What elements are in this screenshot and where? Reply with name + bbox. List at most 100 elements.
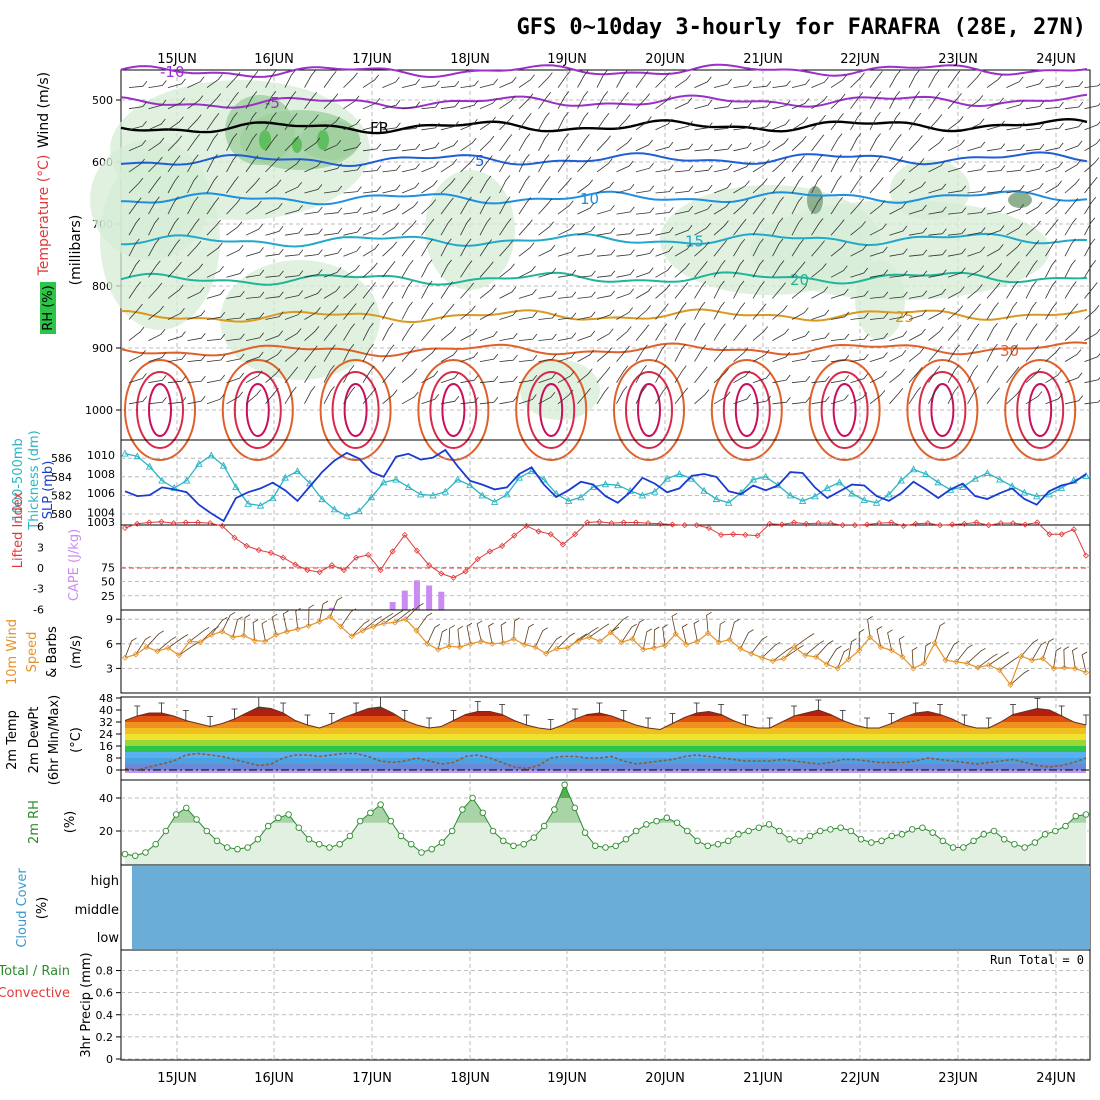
wind-barb xyxy=(837,648,850,669)
upper-wind-barb xyxy=(167,78,186,88)
upper-wind-barb xyxy=(1084,83,1100,88)
upper-wind-barb xyxy=(869,269,889,278)
run-total-label: Run Total = 0 xyxy=(990,953,1084,967)
upper-wind-barb xyxy=(947,286,965,299)
cape-tick-label: 25 xyxy=(101,590,115,603)
wind-barb xyxy=(232,616,243,638)
upper-wind-barb xyxy=(928,114,943,131)
upper-wind-barb xyxy=(908,328,926,341)
thickness-marker xyxy=(959,483,967,490)
upper-wind-barb xyxy=(928,91,941,109)
slp-tick-label: 1003 xyxy=(87,516,115,529)
li-marker xyxy=(389,548,396,555)
upper-wind-barb xyxy=(167,331,186,341)
li-marker xyxy=(1046,531,1053,538)
upper-wind-barb xyxy=(1084,138,1100,152)
upper-wind-barb xyxy=(1025,78,1044,88)
upper-wind-barb xyxy=(1045,393,1063,405)
upper-wind-barb xyxy=(518,154,530,173)
isotherm-line xyxy=(120,93,1088,110)
upper-wind-barb xyxy=(148,375,167,384)
upper-wind-barb xyxy=(382,389,398,405)
upper-wind-barb xyxy=(850,290,869,299)
temp-band xyxy=(125,770,1086,773)
upper-wind-barb xyxy=(245,133,258,151)
wind-speed-marker xyxy=(899,653,906,660)
upper-wind-barb xyxy=(791,353,811,362)
upper-wind-barb xyxy=(206,289,225,299)
wind-barb xyxy=(988,651,1009,666)
upper-wind-barb xyxy=(304,365,317,383)
rh-marker xyxy=(377,801,384,808)
upper-wind-barb xyxy=(674,143,694,152)
upper-wind-barb xyxy=(382,366,396,383)
li-marker xyxy=(803,520,810,527)
rh-marker xyxy=(489,827,497,835)
slp-label: SLP (mb) xyxy=(41,461,56,520)
wind-speed-marker xyxy=(294,625,301,633)
li-marker xyxy=(499,542,506,549)
li-marker xyxy=(766,520,773,527)
wind-barb xyxy=(426,624,441,644)
rh-marker xyxy=(254,836,262,843)
upper-wind-barb xyxy=(869,177,884,194)
upper-wind-barb xyxy=(752,140,771,152)
upper-wind-barb xyxy=(226,290,245,299)
upper-wind-barb xyxy=(460,217,472,236)
upper-wind-barb xyxy=(421,102,440,110)
li-marker xyxy=(790,519,798,526)
rh2m-units: (%) xyxy=(63,811,78,834)
upper-wind-barb xyxy=(460,100,479,110)
wind-speed-marker xyxy=(575,637,582,644)
upper-wind-barb xyxy=(538,290,557,299)
upper-wind-barb xyxy=(187,395,206,405)
upper-wind-barb xyxy=(733,218,747,236)
li-marker xyxy=(608,520,615,527)
upper-wind-barb xyxy=(167,261,182,278)
hot-cell-contour xyxy=(918,371,967,449)
upper-wind-barb xyxy=(635,248,655,257)
upper-wind-barb xyxy=(655,227,674,236)
li-marker xyxy=(924,520,931,527)
upper-wind-barb xyxy=(947,228,967,236)
rh-marker xyxy=(868,839,875,846)
upper-wind-barb xyxy=(460,328,478,341)
cape-bar xyxy=(401,590,408,610)
upper-wind-barb xyxy=(616,91,629,109)
thickness-marker xyxy=(269,494,277,502)
pressure-tick-label: 900 xyxy=(92,342,113,355)
upper-wind-barb xyxy=(167,284,184,299)
wind-barb xyxy=(437,628,448,650)
rh-marker xyxy=(1031,839,1039,846)
thickness-marker xyxy=(281,473,289,481)
upper-wind-barb xyxy=(401,101,421,110)
upper-wind-barb xyxy=(304,114,319,131)
upper-wind-barb xyxy=(635,70,649,88)
upper-wind-barb xyxy=(1084,305,1100,320)
wind-barb xyxy=(167,634,189,649)
upper-wind-barb xyxy=(187,263,204,278)
upper-wind-barb xyxy=(167,375,187,384)
hot-cell-contour xyxy=(539,383,564,437)
upper-wind-barb xyxy=(1084,376,1100,384)
thickness-marker xyxy=(219,461,228,469)
li-marker xyxy=(559,541,566,548)
wind-speed-marker xyxy=(273,631,280,638)
upper-wind-barb xyxy=(421,280,433,299)
rh-shading-dark xyxy=(300,120,360,160)
wind-speed-marker xyxy=(791,644,798,651)
upper-wind-barb xyxy=(655,95,672,110)
upper-wind-barb xyxy=(830,288,849,299)
rh-marker xyxy=(305,836,313,843)
upper-wind-barb xyxy=(830,113,844,131)
rh-marker xyxy=(336,840,343,848)
upper-wind-barb xyxy=(148,260,161,278)
upper-wind-barb xyxy=(421,394,440,405)
li-marker xyxy=(596,518,603,525)
li-marker xyxy=(316,569,323,576)
wind-barb xyxy=(318,600,329,622)
upper-wind-barb xyxy=(479,375,499,384)
upper-wind-barb xyxy=(830,265,848,278)
